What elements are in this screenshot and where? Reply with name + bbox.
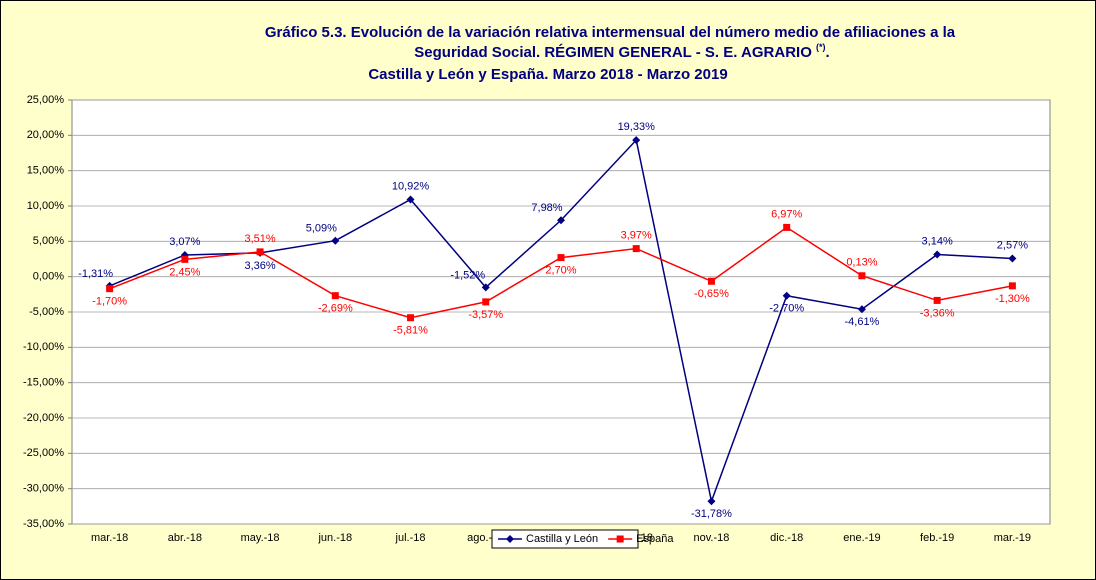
x-tick-label: dic.-18 [770, 532, 803, 544]
data-label: 5,09% [306, 223, 337, 235]
point [557, 216, 565, 225]
y-tick-label: 25,00% [27, 94, 65, 106]
y-tick-label: 20,00% [27, 129, 65, 141]
y-tick-label: -25,00% [23, 447, 64, 459]
x-tick-label: feb.-19 [920, 532, 954, 544]
data-label: -5,81% [393, 325, 428, 337]
point [857, 305, 866, 314]
x-tick-label: jun.-18 [317, 532, 352, 544]
x-tick-label: mar.-19 [994, 532, 1031, 544]
point [1008, 282, 1016, 290]
data-label: -3,36% [920, 307, 955, 319]
data-label: 7,98% [531, 202, 562, 214]
y-tick-label: -20,00% [23, 412, 64, 424]
point [407, 314, 415, 322]
data-label: 0,13% [846, 257, 877, 269]
y-tick-label: 0,00% [33, 271, 64, 283]
point [256, 248, 264, 256]
data-label: -4,61% [844, 316, 879, 328]
x-tick-label: may.-18 [241, 532, 280, 544]
point [782, 291, 791, 300]
legend-label: España [636, 533, 674, 545]
data-label: 3,97% [621, 230, 652, 242]
x-tick-label: mar.-18 [91, 532, 128, 544]
data-label: 3,07% [169, 236, 200, 248]
y-tick-label: 15,00% [27, 165, 65, 177]
y-tick-label: -10,00% [23, 341, 64, 353]
x-tick-label: abr.-18 [168, 532, 202, 544]
data-label: 3,36% [244, 260, 275, 272]
data-label: -31,78% [691, 508, 732, 520]
legend-marker [506, 535, 514, 543]
y-tick-label: -15,00% [23, 377, 64, 389]
y-tick-label: -5,00% [29, 306, 64, 318]
x-tick-label: ene.-19 [843, 532, 880, 544]
point [331, 236, 340, 245]
data-label: 3,51% [244, 233, 275, 245]
data-label: -0,65% [694, 288, 729, 300]
data-label: -1,52% [450, 269, 485, 281]
point [1008, 254, 1017, 263]
point [858, 272, 866, 280]
y-tick-label: 5,00% [33, 235, 64, 247]
data-label: 6,97% [771, 208, 802, 220]
point [481, 283, 490, 292]
point [783, 223, 791, 231]
data-label: -3,57% [468, 309, 503, 321]
title-text: Seguridad Social. RÉGIMEN GENERAL - S. E… [414, 44, 816, 61]
title-text: . [826, 44, 830, 61]
point [933, 296, 941, 304]
y-tick-label: -30,00% [23, 483, 64, 495]
data-label: -1,31% [78, 268, 113, 280]
data-label: -1,70% [92, 296, 127, 308]
data-label: -2,69% [318, 303, 353, 315]
y-tick-label: -35,00% [23, 518, 64, 530]
point [482, 298, 490, 306]
legend-marker [616, 535, 624, 543]
data-label: 3,14% [922, 235, 953, 247]
data-label: 2,57% [997, 239, 1028, 251]
point [933, 250, 942, 259]
data-label: 10,92% [392, 180, 430, 192]
legend-box [491, 529, 639, 549]
title-superscript: (*) [816, 42, 826, 52]
x-tick-label: nov.-18 [694, 532, 730, 544]
y-tick-label: 10,00% [27, 200, 65, 212]
point [331, 292, 339, 300]
point [707, 497, 716, 506]
data-label: 2,70% [545, 264, 576, 276]
point [557, 254, 565, 262]
point [707, 277, 715, 285]
point [181, 255, 189, 263]
point [106, 285, 114, 293]
point [406, 195, 415, 204]
point [632, 245, 640, 253]
data-label: 2,45% [169, 266, 200, 278]
x-tick-label: jul.-18 [395, 532, 426, 544]
legend-label: Castilla y León [526, 533, 598, 545]
data-label: -1,30% [995, 293, 1030, 305]
chart-title: Gráfico 5.3. Evolución de la variación r… [265, 24, 956, 41]
chart-title: Seguridad Social. RÉGIMEN GENERAL - S. E… [414, 42, 829, 61]
chart-title: Castilla y León y España. Marzo 2018 - M… [368, 66, 727, 83]
data-label: 19,33% [618, 121, 656, 133]
data-label: -2,70% [769, 303, 804, 315]
point [632, 136, 641, 145]
